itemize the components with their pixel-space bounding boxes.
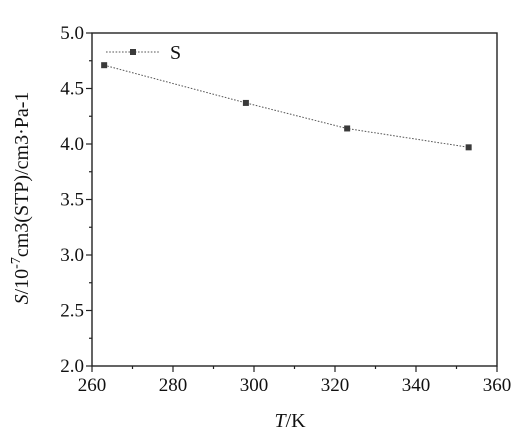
x-axis-title: T/K bbox=[274, 410, 306, 432]
y-tick-label: 4.0 bbox=[60, 134, 84, 155]
x-axis-title-symbol: T bbox=[274, 410, 287, 432]
y-axis-title-unit: cm3(STP)/cm3·Pa-1 bbox=[11, 92, 33, 258]
x-tick-label: 360 bbox=[483, 375, 512, 396]
legend: S bbox=[106, 42, 181, 64]
plot-frame bbox=[91, 32, 498, 367]
y-tick-label: 4.5 bbox=[60, 79, 84, 100]
svg-text:T/K: T/K bbox=[274, 410, 306, 432]
legend-label: S bbox=[170, 42, 181, 64]
y-tick-label: 3.5 bbox=[60, 190, 84, 211]
y-tick-label: 2.0 bbox=[60, 356, 84, 377]
x-tick-label: 340 bbox=[402, 375, 431, 396]
y-axis-ticks: 2.0 2.5 3.0 3.5 4.0 4.5 5.0 bbox=[60, 23, 92, 377]
y-axis-title-exponent: -7 bbox=[9, 257, 24, 269]
y-axis-title-symbol: S bbox=[11, 294, 33, 304]
y-tick-label: 2.5 bbox=[60, 301, 84, 322]
series-line bbox=[104, 64, 469, 148]
data-point bbox=[344, 125, 351, 132]
svg-text:S/10-7cm3(STP)/cm3·Pa-1: S/10-7cm3(STP)/cm3·Pa-1 bbox=[9, 92, 33, 305]
data-point bbox=[101, 62, 108, 69]
data-point bbox=[242, 99, 249, 106]
x-axis-title-unit: /K bbox=[286, 410, 307, 432]
legend-marker-sample bbox=[130, 49, 136, 55]
x-tick-label: 300 bbox=[240, 375, 269, 396]
y-tick-label: 5.0 bbox=[60, 23, 84, 44]
y-tick-label: 3.0 bbox=[60, 245, 84, 266]
x-axis-ticks: 260 280 300 320 340 360 bbox=[78, 366, 512, 396]
x-tick-label: 260 bbox=[78, 375, 107, 396]
y-axis-title-base: /10 bbox=[11, 269, 33, 295]
series-layer bbox=[101, 62, 472, 151]
x-tick-label: 320 bbox=[321, 375, 350, 396]
x-tick-label: 280 bbox=[159, 375, 188, 396]
plot-area: 260 280 300 320 340 360 2.0 2.5 3.0 3.5 4.0 4.5 5.0 bbox=[60, 23, 511, 396]
data-point bbox=[465, 144, 472, 151]
y-axis-title: S/10-7cm3(STP)/cm3·Pa-1 bbox=[9, 92, 33, 305]
